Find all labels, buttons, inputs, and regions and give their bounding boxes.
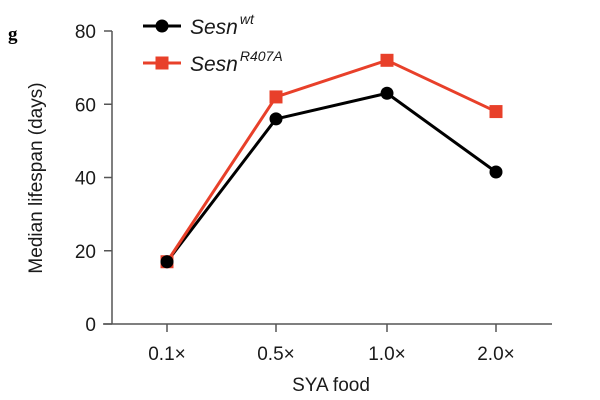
y-tick-label: 20 (75, 242, 96, 263)
y-tick-label: 0 (85, 315, 96, 336)
x-tick-label: 2.0× (477, 344, 515, 365)
y-axis-label: Median lifespan (days) (26, 82, 47, 273)
series-r407a (160, 53, 503, 269)
legend-superscript: wt (240, 11, 255, 27)
series-line (165, 58, 497, 263)
panel-label: g (8, 24, 18, 45)
legend-label: Sesn R407A (190, 48, 283, 76)
legend-marker-circle (155, 19, 169, 33)
data-point-square (489, 105, 503, 119)
y-ticks: 0 20 40 60 80 (75, 22, 112, 336)
series-line (165, 91, 497, 263)
legend-superscript: R407A (240, 48, 283, 64)
legend-marker-square (155, 56, 169, 70)
axes (103, 31, 552, 325)
x-ticks: 0.1× 0.5× 1.0× 2.0× (148, 324, 515, 365)
y-tick-label: 80 (75, 22, 96, 43)
data-point-circle (489, 165, 503, 179)
y-tick-label: 40 (75, 169, 96, 190)
data-point-circle (380, 86, 394, 100)
legend: Sesn wt Sesn R407A (143, 11, 283, 76)
legend-label: Sesn wt (190, 11, 255, 39)
series-layer (160, 53, 503, 269)
data-point-square (269, 90, 283, 104)
x-tick-label: 1.0× (368, 344, 406, 365)
y-tick-label: 60 (75, 95, 96, 116)
legend-item: Sesn R407A (143, 48, 283, 76)
x-tick-label: 0.5× (257, 344, 295, 365)
x-axis-label: SYA food (292, 375, 370, 396)
series-wt (160, 86, 503, 269)
data-point-square (380, 53, 394, 67)
data-point-circle (269, 112, 283, 126)
x-tick-label: 0.1× (148, 344, 186, 365)
legend-item: Sesn wt (143, 11, 255, 39)
data-point-circle-overlay (160, 255, 174, 269)
